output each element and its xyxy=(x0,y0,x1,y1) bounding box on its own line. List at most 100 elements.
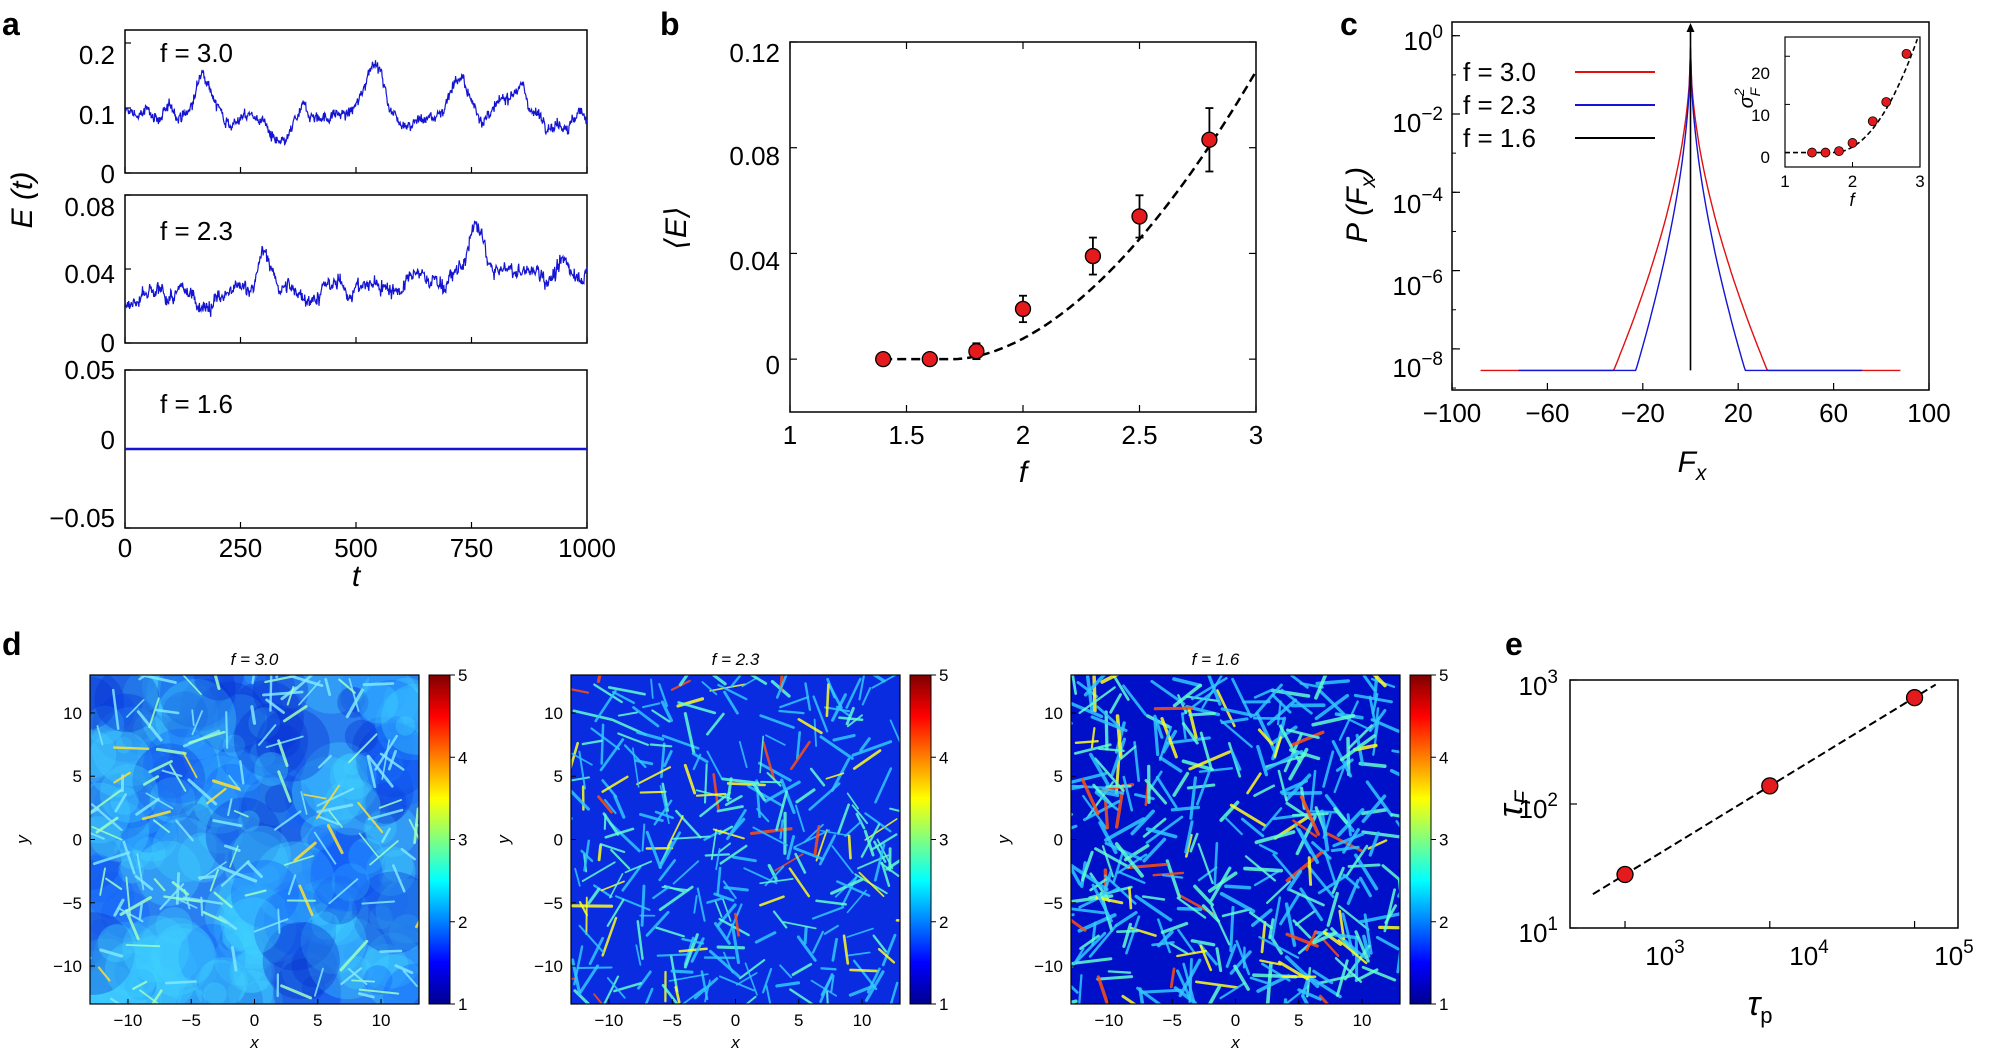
heatmap-blob-0-153 xyxy=(252,675,309,720)
heatmap-edge-0-36 xyxy=(229,845,239,868)
heatmap-edge-0-159 xyxy=(253,918,289,933)
heatmap-edge-2-145 xyxy=(1357,912,1400,924)
heatmap-blob-0-89 xyxy=(337,841,381,885)
heatmap-edge-0-45 xyxy=(191,709,195,726)
heatmap-edge-2-119 xyxy=(1285,801,1313,821)
inset-xlabel: f xyxy=(1849,190,1856,210)
heatmap-edge-1-27 xyxy=(607,686,646,696)
heatmap-edge-1-127 xyxy=(645,830,662,869)
heatmap-edge-2-160 xyxy=(1184,820,1194,854)
heatmap-ylabel-2: y xyxy=(994,834,1013,845)
heatmap-edge-0-158 xyxy=(366,754,377,789)
heatmap-edge-2-85 xyxy=(1219,719,1253,748)
heatmap-edge-1-318 xyxy=(706,712,725,736)
heatmap-network-0 xyxy=(90,675,419,1004)
panel-c-yticks: 100 10−2 10−4 10−6 10−8 xyxy=(1392,22,1443,383)
heatmap-edge-2-233 xyxy=(1122,922,1133,948)
panel-a-ytick-3-2: 0.05 xyxy=(64,355,115,385)
heatmap-edge-2-189 xyxy=(1229,950,1252,975)
panel-letter-b: b xyxy=(660,6,680,42)
inset-xtick-2: 3 xyxy=(1915,172,1924,191)
colorbar-tick-2-1: 4 xyxy=(1439,748,1448,767)
heatmap-blob-0-1 xyxy=(310,827,385,903)
panel-c-legend: f = 3.0 f = 2.3 f = 1.6 xyxy=(1463,57,1655,153)
heatmap-edge-0-3 xyxy=(274,810,302,831)
heatmap-blob-0-40 xyxy=(114,830,153,870)
heatmap-edge-2-206 xyxy=(1258,843,1278,855)
heatmap-edge-1-197 xyxy=(653,799,673,826)
heatmap-edge-2-315 xyxy=(1199,731,1213,770)
heatmap-edge-2-163 xyxy=(1109,693,1122,714)
heatmap-edge-0-88 xyxy=(212,819,243,828)
heatmap-edge-2-109 xyxy=(1165,859,1182,899)
heatmap-edge-2-23 xyxy=(1361,830,1400,839)
heatmap-edge-2-50 xyxy=(1353,853,1379,891)
panel-c: 100 10−2 10−4 10−6 10−8 −100 −60 −20 20 … xyxy=(1341,21,1951,485)
inset-xtick-0: 1 xyxy=(1780,172,1789,191)
heatmap-edge-2-222 xyxy=(1102,787,1125,795)
heatmap-edge-1-272 xyxy=(749,675,768,685)
heatmap-edge-2-215 xyxy=(1368,831,1380,857)
heatmap-edge-2-96 xyxy=(1176,969,1192,1000)
heatmap-edge-1-76 xyxy=(718,917,750,937)
heatmap-edge-1-50 xyxy=(658,859,677,882)
heatmap-edge-2-364 xyxy=(1383,888,1396,933)
heatmap-ytick-1-3: −5 xyxy=(544,894,563,913)
heatmap-network-1 xyxy=(571,675,900,1004)
heatmap-edge-2-129 xyxy=(1190,939,1216,947)
heatmap-edge-0-13 xyxy=(258,724,277,746)
heatmap-edge-2-110 xyxy=(1169,967,1176,989)
heatmap-edge-2-308 xyxy=(1243,866,1284,873)
heatmap-edge-1-297 xyxy=(583,839,591,872)
heatmap-edge-2-279 xyxy=(1292,919,1312,939)
heatmap-edge-2-210 xyxy=(1082,794,1108,830)
heatmap-edge-1-298 xyxy=(661,983,680,1004)
heatmap-edge-1-157 xyxy=(672,860,700,885)
heatmap-edge-1-31 xyxy=(735,972,758,986)
inset-xtick-1: 2 xyxy=(1848,172,1857,191)
heatmap-edge-2-360 xyxy=(1264,749,1304,771)
panel-e-xtick-2: 105 xyxy=(1934,937,1974,971)
heatmap-edge-1-225 xyxy=(793,846,825,861)
heatmap-edge-1-292 xyxy=(726,809,747,841)
panel-letter-d: d xyxy=(2,626,22,662)
heatmap-edge-2-94 xyxy=(1220,717,1249,725)
heatmap-edge-1-312 xyxy=(880,861,891,887)
heatmap-edge-1-280 xyxy=(863,829,875,857)
heatmap-edge-1-167 xyxy=(602,812,620,836)
heatmap-ytick-0-1: 5 xyxy=(73,767,82,786)
heatmap-edge-1-4 xyxy=(846,927,874,938)
heatmap-edge-2-301 xyxy=(1354,930,1370,963)
heatmap-edge-2-196 xyxy=(1289,730,1325,748)
heatmap-edge-1-171 xyxy=(744,962,758,996)
heatmap-blob-0-199 xyxy=(218,878,257,917)
heatmap-edge-0-154 xyxy=(231,946,238,972)
heatmap-edge-1-271 xyxy=(812,695,829,733)
heatmap-edge-2-348 xyxy=(1229,803,1266,827)
panel-c-ytick-0: 100 xyxy=(1404,22,1444,56)
colorbar-tick-2-2: 3 xyxy=(1439,831,1448,850)
heatmap-edge-2-294 xyxy=(1176,896,1207,919)
heatmap-edge-2-219 xyxy=(1254,830,1296,845)
heatmap-blob-0-169 xyxy=(157,675,236,728)
heatmap-edge-1-34 xyxy=(851,804,869,825)
heatmap-edge-1-309 xyxy=(847,834,852,860)
heatmap-edge-0-0 xyxy=(381,827,391,843)
heatmap-edge-2-13 xyxy=(1338,700,1359,741)
heatmap-edge-1-37 xyxy=(713,921,731,945)
heatmap-edge-0-116 xyxy=(244,889,267,897)
colorbar-tick-0-4: 1 xyxy=(458,995,467,1014)
heatmap-edge-1-308 xyxy=(712,675,727,686)
heatmap-edge-0-17 xyxy=(233,810,249,818)
heatmap-edge-2-28 xyxy=(1318,994,1330,1004)
heatmap-edge-1-135 xyxy=(571,741,580,771)
heatmap-xtick-1-0: −10 xyxy=(595,1011,624,1030)
heatmap-edge-2-373 xyxy=(1253,683,1283,717)
heatmap-edge-1-148 xyxy=(644,987,654,1004)
heatmap-edge-1-47 xyxy=(716,903,737,927)
heatmap-edge-1-180 xyxy=(724,794,743,807)
heatmap-blob-0-26 xyxy=(216,822,240,846)
heatmap-edge-1-2 xyxy=(659,840,673,865)
heatmap-edge-2-157 xyxy=(1353,693,1393,704)
heatmap-edge-0-64 xyxy=(136,853,145,891)
